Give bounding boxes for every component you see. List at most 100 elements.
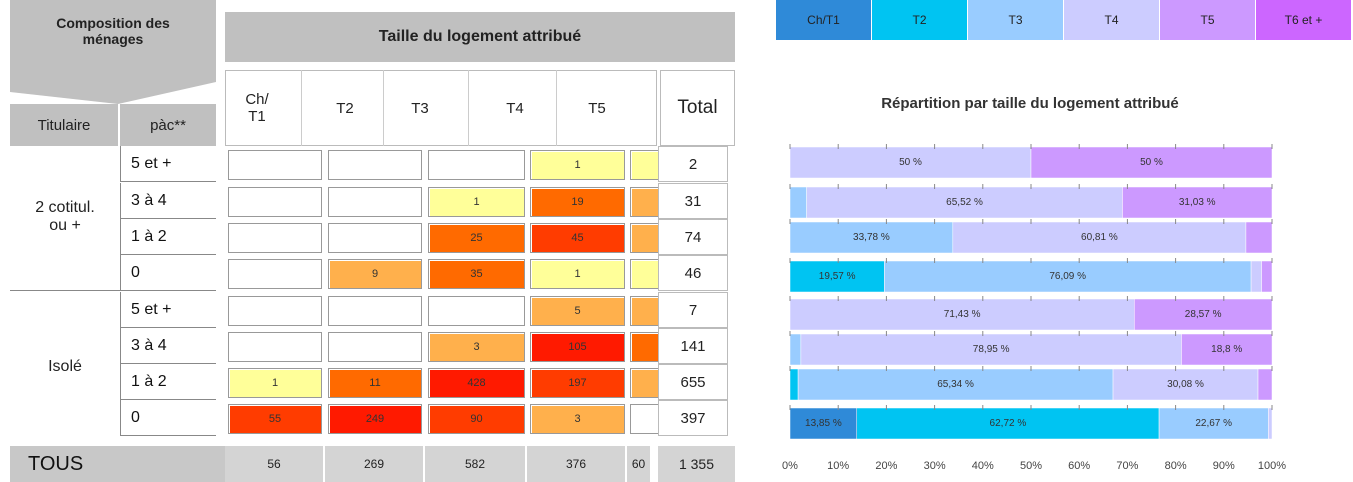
bar-segment [789,368,799,401]
column-divider [556,70,557,146]
heat-cell [630,296,660,326]
pac-label: 0 [120,400,216,436]
heat-cell [328,150,422,180]
heat-cell [428,150,525,180]
heat-cell: 1 [530,259,625,289]
bar-segment [952,221,1247,254]
column-header: T4 [506,99,524,117]
total-header: Total [660,70,735,146]
pac-label: 3 à 4 [120,183,216,219]
pac-label: 1 à 2 [120,364,216,400]
heat-cell [328,332,422,362]
heat-cell: 11 [328,368,422,398]
data-label: 22,67 % [1195,418,1232,429]
column-divider [382,70,384,146]
heat-cell [328,223,422,253]
heat-cell: 90 [428,404,525,434]
heat-cell: 9 [328,259,422,289]
data-label: 65,52 % [946,197,983,208]
data-label: 28,57 % [1185,309,1222,320]
heat-cell: 35 [428,259,525,289]
heat-cell [328,187,422,217]
data-label: 78,95 % [973,344,1010,355]
heat-cell [630,368,660,398]
bar-segment [789,298,1135,331]
heat-cell [228,332,322,362]
bar-segment [1030,146,1273,179]
heat-cell: 428 [428,368,525,398]
row-total: 655 [658,364,728,400]
pac-label: 0 [120,255,216,291]
heat-cell: 1 [228,368,322,398]
chart-title: Répartition par taille du logement attri… [881,95,1179,112]
footer-value: 269 [325,446,425,482]
bar-segment [789,260,885,293]
heat-cell: 197 [530,368,625,398]
data-label: 71,43 % [944,309,981,320]
heat-cell: 1 [428,187,525,217]
data-label: 62,72 % [990,418,1027,429]
heat-cell [228,150,322,180]
heat-cell [630,223,660,253]
bar-segment [1122,186,1273,219]
bar-segment [797,368,1114,401]
x-tick-label: 100% [1258,460,1286,472]
column-header: Ch/ T1 [245,91,269,125]
bar-segment [806,186,1123,219]
row-total: 7 [658,292,728,328]
heat-cell [428,296,525,326]
header-arrow [10,62,216,104]
data-label: 18,8 % [1211,344,1242,355]
heat-cell [630,187,660,217]
heat-cell [630,404,660,434]
heat-cell: 55 [228,404,322,434]
bar-segment [1112,368,1259,401]
pac-label: 3 à 4 [120,328,216,364]
x-tick-label: 30% [924,460,946,472]
size-title: Taille du logement attribué [225,12,735,62]
x-tick-label: 10% [827,460,849,472]
row-total: 2 [658,146,728,182]
bar-segment [800,333,1182,366]
pac-label: 5 et + [120,146,216,182]
x-tick-label: 80% [1165,460,1187,472]
x-tick-label: 50% [1020,460,1042,472]
bar-segment [1268,407,1273,440]
column-header: T5 [588,99,606,117]
legend-item: T5 [1160,0,1256,40]
row-total: 397 [658,400,728,436]
column-divider [301,70,302,146]
legend-item: T2 [872,0,968,40]
bar-segment [789,407,858,440]
footer-value: 582 [425,446,527,482]
data-label: 33,78 % [853,232,890,243]
legend-item: Ch/T1 [776,0,872,40]
heat-cell: 3 [530,404,625,434]
heat-cell: 25 [428,223,525,253]
heat-cell: 1 [530,150,625,180]
row-total: 31 [658,183,728,219]
x-tick-label: 70% [1116,460,1138,472]
legend-item: T3 [968,0,1064,40]
data-label: 19,57 % [819,271,856,282]
legend-item: T6 et + [1256,0,1352,40]
x-tick-label: 60% [1068,460,1090,472]
pac-label: 1 à 2 [120,219,216,255]
legend-item: T4 [1064,0,1160,40]
data-label: 13,85 % [805,418,842,429]
pac-header: pàc** [120,104,216,146]
data-label: 60,81 % [1081,232,1118,243]
heat-cell: 249 [328,404,422,434]
x-tick-label: 20% [875,460,897,472]
row-total: 141 [658,328,728,364]
titulaire-header: Titulaire [10,104,118,146]
data-label: 76,09 % [1049,271,1086,282]
footer-value: 56 [225,446,325,482]
bar-segment [1257,368,1273,401]
footer-total: 1 355 [658,446,735,482]
footer-label: TOUS [10,446,225,482]
x-tick-label: 0% [782,460,798,472]
row-total: 74 [658,219,728,255]
